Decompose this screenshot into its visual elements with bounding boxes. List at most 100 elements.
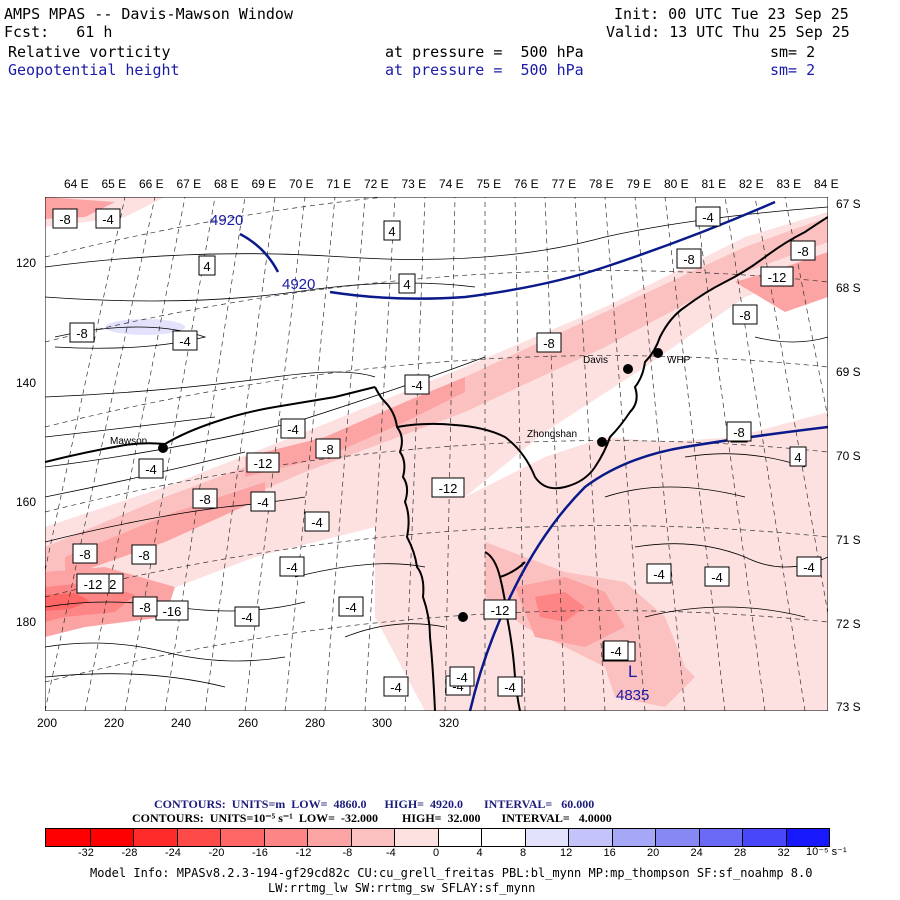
vorticity-label-box	[646, 563, 672, 584]
y-tick-label: 120	[16, 256, 37, 270]
vorticity-label: -8	[79, 547, 91, 562]
vorticity-label: -8	[138, 548, 150, 563]
vorticity-label: -8	[683, 252, 695, 267]
vorticity-label: -4	[257, 495, 269, 510]
longitude-label: 64 E	[64, 177, 89, 191]
vorticity-label: -8	[76, 326, 88, 341]
longitude-label: 67 E	[176, 177, 202, 191]
model-info-line1: Model Info: MPASv8.2.3-194-gf29cd82c CU:…	[90, 866, 813, 880]
latitude-label: 67 S	[836, 197, 861, 211]
vorticity-label-box	[95, 208, 121, 229]
vorticity-label-box	[789, 446, 807, 467]
height-contour-info: CONTOURS: UNITS=m LOW= 4860.0 HIGH= 4920…	[154, 797, 595, 811]
station-zhongshan: Zhongshan	[527, 429, 577, 440]
vorticity-label: -4	[241, 610, 253, 625]
longitude-label: 65 E	[101, 177, 127, 191]
colorbar-label: 0	[433, 847, 440, 859]
colorbar-label: -16	[252, 847, 268, 859]
station-markers	[158, 348, 663, 622]
vorticity-label-box	[497, 676, 523, 697]
vorticity-label-box	[796, 556, 822, 577]
y-tick-label: 180	[16, 615, 37, 629]
map-plot[interactable]: Mawson Davis WHP Zhongshan 4920 4920 L 4…	[45, 197, 828, 711]
longitude-label: 80 E	[664, 177, 689, 191]
y-tick-label: 140	[16, 376, 37, 390]
longitude-label: 84 E	[814, 177, 839, 191]
vorticity-label: -8	[797, 244, 809, 259]
station-whp: WHP	[667, 355, 691, 366]
station-davis: Davis	[583, 355, 608, 366]
colorbar	[45, 828, 830, 847]
vorticity-label: -8	[199, 492, 211, 507]
vorticity-label-box	[172, 330, 198, 351]
y-tick-label: 160	[16, 495, 37, 509]
vorticity-label-box	[449, 666, 475, 687]
colorbar-cell	[611, 829, 655, 846]
field1-name: Relative vorticity	[8, 43, 171, 61]
vorticity-label-box	[279, 556, 305, 577]
height-label: 4920	[210, 212, 243, 229]
field2-name: Geopotential height	[8, 61, 180, 79]
longitude-label: 73 E	[401, 177, 427, 191]
latitude-label: 70 S	[836, 449, 861, 463]
coastline	[45, 216, 828, 711]
vorticity-label: -4	[390, 680, 402, 695]
vorticity-label-box	[234, 606, 260, 627]
vorticity-label-box	[250, 491, 276, 512]
vorticity-label-box	[192, 488, 218, 509]
longitude-label: 75 E	[476, 177, 502, 191]
vorticity-label: -4	[145, 462, 157, 477]
vorticity-label: -4	[702, 210, 714, 225]
colorbar-cell	[263, 829, 307, 846]
colorbar-label: -24	[165, 847, 181, 859]
colorbar-cell	[176, 829, 220, 846]
vorticity-label-box	[315, 438, 341, 459]
vorticity-label: -4	[286, 560, 298, 575]
vorticity-label-box	[52, 208, 78, 229]
vorticity-label-box	[732, 304, 758, 325]
field2-smoothing: sm= 2	[770, 61, 816, 79]
colorbar-cell	[785, 829, 829, 846]
vorticity-label: -16	[163, 604, 182, 619]
colorbar-cell	[46, 829, 90, 846]
longitude-label: 70 E	[289, 177, 314, 191]
longitude-label: 72 E	[364, 177, 389, 191]
latitude-label: 71 S	[836, 533, 861, 547]
vorticity-label: -12	[491, 603, 510, 618]
vorticity-label-box	[676, 248, 702, 269]
vorticity-label-box	[404, 374, 430, 395]
vorticity-label: -4	[287, 422, 299, 437]
vorticity-labels: -8 -4 4 4 4 -4 -8 -4 -8 -12 -8 -8 -4 -4 -8 -12 -4 -12 -8 -4…	[52, 206, 822, 697]
colorbar-label: 20	[647, 847, 660, 859]
vorticity-label-box	[132, 596, 158, 617]
init-time: Init: 00 UTC Tue 23 Sep 25	[614, 5, 849, 23]
longitude-label: 78 E	[589, 177, 614, 191]
vorticity-label-box	[431, 477, 465, 498]
vorticity-label-box	[790, 240, 816, 261]
x-tick-label: 240	[171, 716, 192, 730]
colorbar-cell	[89, 829, 133, 846]
vorticity-label-box	[398, 273, 416, 294]
vorticity-label: 4	[203, 259, 210, 274]
colorbar-label: -4	[386, 847, 396, 859]
longitude-label: 68 E	[214, 177, 239, 191]
x-tick-label: 200	[37, 716, 58, 730]
colorbar-cell	[524, 829, 568, 846]
colorbar-label: 8	[520, 847, 527, 859]
forecast-hour: Fcst: 61 h	[4, 23, 113, 41]
vorticity-label-box	[760, 266, 794, 287]
colorbar-cell	[350, 829, 394, 846]
vorticity-label-box	[536, 332, 562, 353]
colorbar-cell	[655, 829, 699, 846]
vorticity-label-box	[131, 544, 157, 565]
vorticity-label: -4	[311, 515, 323, 530]
colorbar-cell	[307, 829, 351, 846]
longitude-label: 71 E	[326, 177, 352, 191]
colorbar-label: 12	[560, 847, 573, 859]
low-center-letter: L	[628, 662, 637, 681]
field2-level: at pressure = 500 hPa	[385, 61, 584, 79]
latitude-label: 68 S	[836, 281, 861, 295]
vorticity-label: -4	[456, 670, 468, 685]
vorticity-label: -4	[653, 567, 665, 582]
vorticity-label: -8	[59, 212, 71, 227]
